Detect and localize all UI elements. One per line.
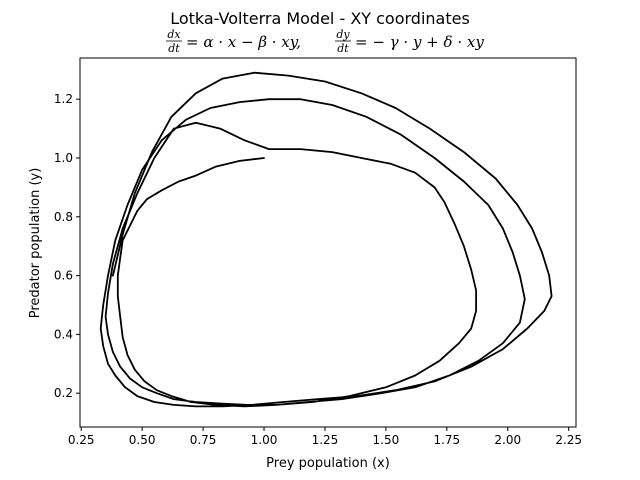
x-axis-label: Prey population (x) xyxy=(266,456,390,471)
y-tick-label: 0.8 xyxy=(54,210,73,224)
x-tick-label: 1.75 xyxy=(433,433,460,447)
y-tick-label: 1.2 xyxy=(54,92,73,106)
equation-dy: dy dt = − γ · y + δ · xy xyxy=(335,28,484,55)
trajectory-line xyxy=(99,71,553,408)
eq1-rhs: = α · x − β · xy, xyxy=(186,33,301,51)
x-tick-label: 2.00 xyxy=(494,433,521,447)
plot-area xyxy=(99,71,553,408)
y-tick-label: 1.0 xyxy=(54,151,73,165)
y-tick-label: 0.4 xyxy=(54,327,73,341)
eq1-frac-den: dt xyxy=(168,42,180,55)
eq2-frac-num: dy xyxy=(336,28,350,41)
x-tick-label: 0.75 xyxy=(190,433,217,447)
x-tick-label: 1.25 xyxy=(312,433,339,447)
eq2-frac-den: dt xyxy=(337,42,349,55)
y-axis-ticks: 0.2 0.4 0.6 0.8 1.0 1.2 xyxy=(54,92,80,400)
x-tick-label: 0.25 xyxy=(68,433,95,447)
y-axis-label: Predator population (y) xyxy=(28,168,43,319)
x-tick-label: 1.50 xyxy=(373,433,400,447)
x-tick-label: 0.50 xyxy=(129,433,156,447)
axes-frame xyxy=(79,57,577,428)
x-tick-label: 2.25 xyxy=(555,433,582,447)
x-tick-label: 1.00 xyxy=(251,433,278,447)
x-axis-ticks: 0.25 0.50 0.75 1.00 1.25 1.50 1.75 2.00 2.25 xyxy=(68,427,582,447)
y-tick-label: 0.2 xyxy=(54,386,73,400)
eq1-frac-num: dx xyxy=(167,28,181,41)
eq2-rhs: = − γ · y + δ · xy xyxy=(355,33,484,51)
chart-title: Lotka-Volterra Model - XY coordinates xyxy=(170,9,470,28)
y-tick-label: 0.6 xyxy=(54,269,73,283)
equation-dx: dx dt = α · x − β · xy, xyxy=(166,28,301,55)
